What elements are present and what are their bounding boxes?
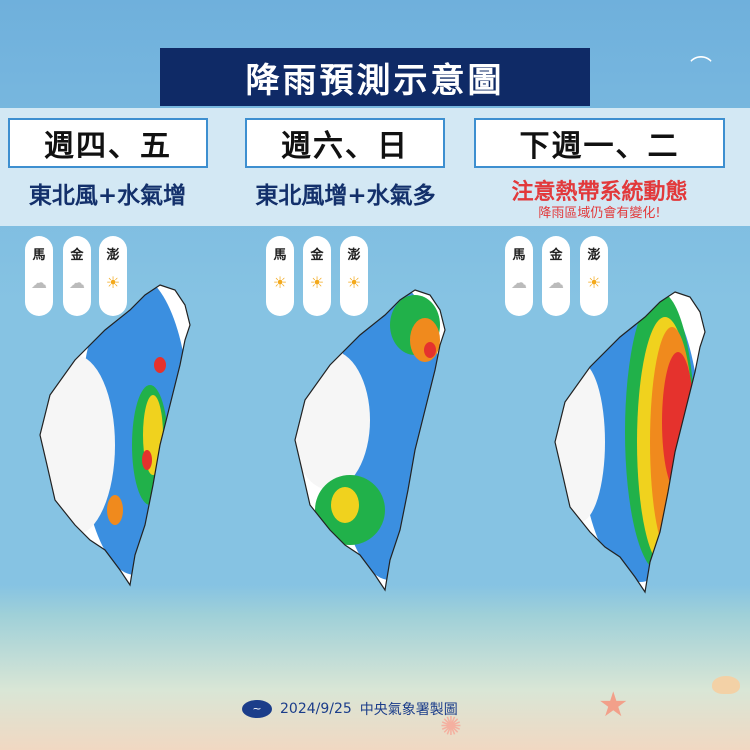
footer: ~ 2024/9/25 中央氣象署製圖	[242, 699, 458, 719]
island-forecast-pill: 澎 ☀	[580, 236, 608, 316]
rain-area	[40, 355, 115, 535]
island-name: 馬	[273, 248, 287, 263]
island-forecast-pill: 澎 ☀	[340, 236, 368, 316]
island-name: 澎	[587, 248, 601, 263]
sun-cloud-icon: ☀	[272, 273, 288, 292]
rain-map-panel-1	[39, 284, 191, 587]
island-name: 金	[310, 248, 324, 263]
rain-area	[662, 352, 694, 492]
rain-area	[555, 362, 605, 522]
starfish-icon: ★	[598, 685, 629, 725]
island-name: 金	[549, 248, 563, 263]
island-name: 金	[70, 248, 84, 263]
island-forecast-pill: 馬 ☀	[266, 236, 294, 316]
panel-2-heading: 週六、日	[245, 118, 445, 168]
coastline	[294, 289, 446, 592]
footer-date: 2024/9/25	[280, 701, 352, 717]
panel-3-subtitle: 注意熱帶系統動態	[511, 180, 688, 205]
footer-agency: 中央氣象署製圖	[359, 702, 458, 718]
page-title: 降雨預測示意圖	[160, 48, 590, 106]
island-forecast-pill: 金 ☁	[63, 236, 91, 316]
cwa-logo-icon: ~	[242, 700, 272, 718]
sun-rain-cloud-icon: ☀	[586, 273, 602, 292]
rain-cloud-icon: ☁	[69, 273, 85, 292]
island-forecast-pill: 澎 ☀	[99, 236, 127, 316]
island-forecast-pill: 馬 ☁	[25, 236, 53, 316]
island-name: 馬	[32, 248, 46, 263]
sun-rain-cloud-icon: ☀	[105, 273, 121, 292]
cloud-icon: ☁	[511, 273, 527, 292]
island-name: 澎	[106, 248, 120, 263]
rain-area	[154, 357, 166, 373]
rain-area	[410, 318, 440, 362]
island-forecast-pill: 金 ☀	[303, 236, 331, 316]
rain-area	[107, 495, 123, 525]
rain-area	[424, 342, 436, 358]
rain-map-panel-3	[554, 291, 706, 594]
panel-3-heading: 下週一、二	[474, 118, 725, 168]
coastline	[39, 284, 191, 587]
panel-3-note: 降雨區域仍會有變化!	[538, 206, 661, 221]
sun-cloud-icon: ☀	[346, 273, 362, 292]
island-name: 馬	[512, 248, 526, 263]
panel-2-subtitle: 東北風增+水氣多	[255, 183, 436, 209]
panel-1-subtitle: 東北風+水氣增	[28, 183, 187, 209]
rain-area	[142, 450, 152, 470]
shell-icon	[712, 676, 740, 694]
coral-icon: ✺	[440, 712, 462, 742]
seagull-icon: ⌒	[690, 56, 713, 81]
rain-area	[331, 487, 359, 523]
island-name: 澎	[347, 248, 361, 263]
rain-map-panel-2	[294, 289, 446, 592]
cloud-icon: ☁	[548, 273, 564, 292]
panel-1-heading: 週四、五	[8, 118, 208, 168]
sun-cloud-icon: ☀	[309, 273, 325, 292]
island-forecast-pill: 馬 ☁	[505, 236, 533, 316]
island-forecast-pill: 金 ☁	[542, 236, 570, 316]
rain-cloud-icon: ☁	[31, 273, 47, 292]
coastline	[554, 291, 706, 594]
